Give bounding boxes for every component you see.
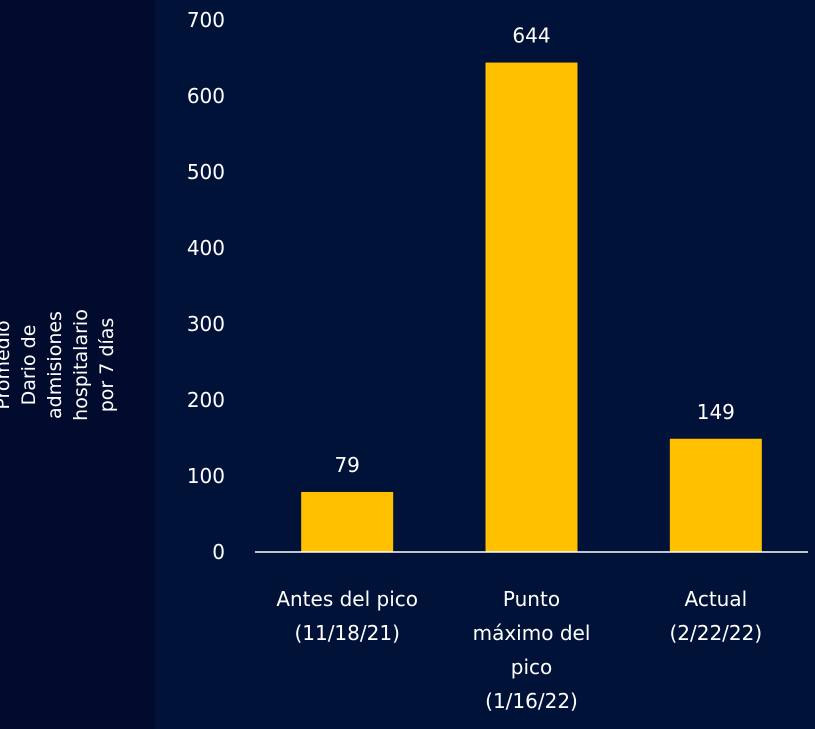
y-tick-label: 200 (187, 388, 225, 412)
y-tick-label: 0 (212, 540, 225, 564)
x-tick-label: Actual (2/22/22) (669, 587, 762, 645)
y-tick-label: 300 (187, 312, 225, 336)
bar (301, 491, 394, 552)
x-tick-labels: Antes del pico (11/18/21) Punto máximo del p… (276, 587, 762, 713)
data-label: 644 (512, 24, 550, 48)
x-tick-label: Punto máximo del pico (1/16/22) (473, 587, 591, 713)
bar (669, 438, 762, 552)
data-labels: 79 644 149 (334, 24, 734, 477)
x-tick-label: Antes del pico (11/18/21) (276, 587, 418, 645)
y-tick-label: 700 (187, 8, 225, 32)
data-label: 149 (697, 400, 735, 424)
bar (485, 62, 578, 553)
y-tick-label: 600 (187, 84, 225, 108)
y-tick-label: 500 (187, 160, 225, 184)
data-label: 79 (334, 453, 359, 477)
y-tick-labels: 0 100 200 300 400 500 600 700 (187, 8, 225, 564)
plot-panel (155, 0, 815, 729)
y-tick-label: 100 (187, 464, 225, 488)
bars (301, 62, 762, 553)
y-tick-label: 400 (187, 236, 225, 260)
